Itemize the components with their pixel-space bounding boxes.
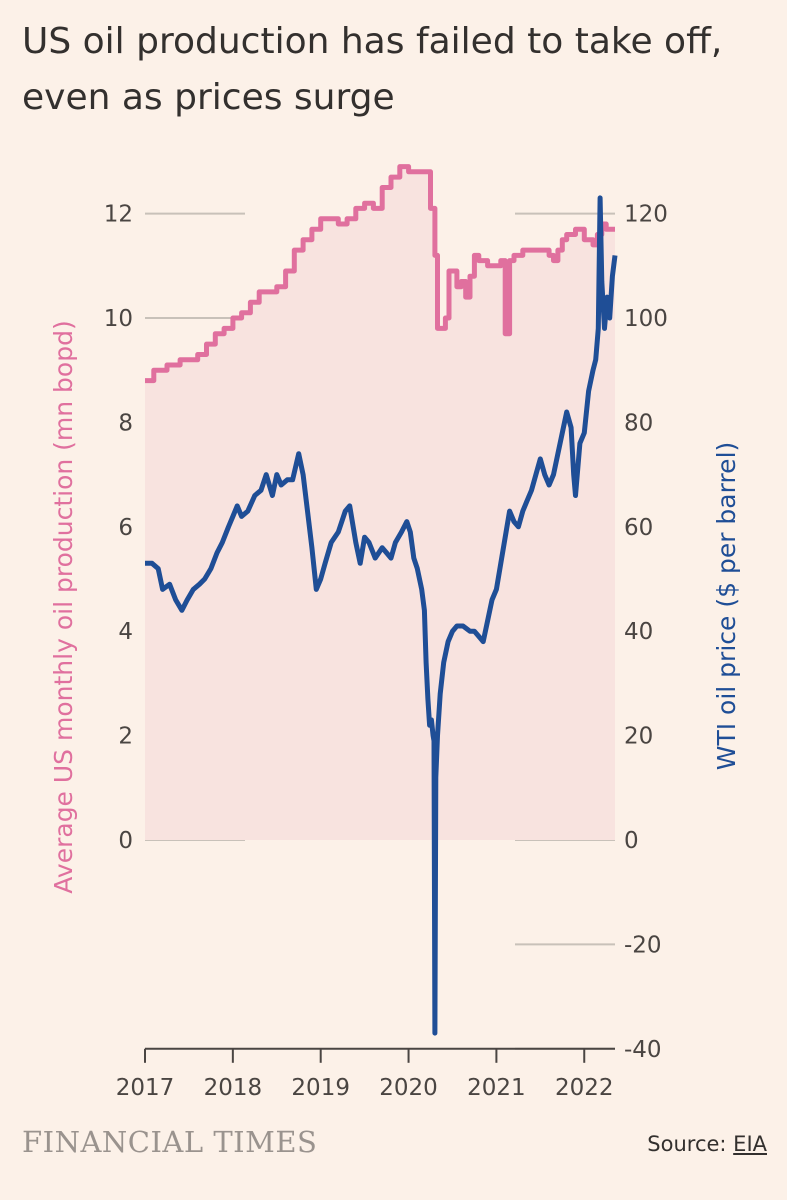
right-axis-title: WTI oil price ($ per barrel) (712, 442, 741, 771)
x-tick-2018: 2018 (204, 1075, 263, 1101)
production-area-fill (145, 166, 615, 841)
right-tick--20: -20 (624, 932, 662, 958)
source-link[interactable]: EIA (733, 1132, 767, 1156)
left-tick-8: 8 (118, 410, 133, 436)
ft-logo: FINANCIAL TIMES (22, 1125, 318, 1159)
right-tick-100: 100 (624, 306, 668, 332)
left-tick-0: 0 (118, 828, 133, 854)
right-tick-60: 60 (624, 515, 653, 541)
right-axis-tick-labels: -40 -20 0 20 40 60 80 100 120 (624, 202, 668, 1063)
x-tick-2021: 2021 (467, 1075, 526, 1101)
x-axis: 2017 2018 2019 2020 2021 2022 (116, 1047, 615, 1101)
source-prefix: Source: (647, 1132, 734, 1156)
x-tick-2017: 2017 (116, 1075, 175, 1101)
oil-production-price-chart: 2017 2018 2019 2020 2021 2022 0 2 4 6 8 10 12 -40 -2… (49, 164, 741, 1101)
left-axis-title: Average US monthly oil production (mn bo… (49, 320, 78, 893)
left-tick-10: 10 (104, 306, 133, 332)
production-line (145, 164, 615, 384)
left-tick-6: 6 (118, 515, 133, 541)
x-tick-2019: 2019 (291, 1075, 350, 1101)
wti-price-line (145, 195, 618, 1036)
left-tick-12: 12 (104, 202, 133, 228)
chart-title: US oil production has failed to take off… (22, 21, 723, 118)
left-axis-tick-labels: 0 2 4 6 8 10 12 (104, 202, 133, 854)
source-note: Source: EIA (647, 1132, 767, 1156)
left-tick-2: 2 (118, 724, 133, 750)
right-tick-80: 80 (624, 410, 653, 436)
left-tick-4: 4 (118, 619, 133, 645)
x-tick-2020: 2020 (379, 1075, 438, 1101)
right-tick-120: 120 (624, 202, 668, 228)
right-tick--40: -40 (624, 1037, 662, 1063)
right-tick-0: 0 (624, 828, 639, 854)
x-tick-2022: 2022 (555, 1075, 614, 1101)
right-tick-40: 40 (624, 619, 653, 645)
right-tick-20: 20 (624, 724, 653, 750)
